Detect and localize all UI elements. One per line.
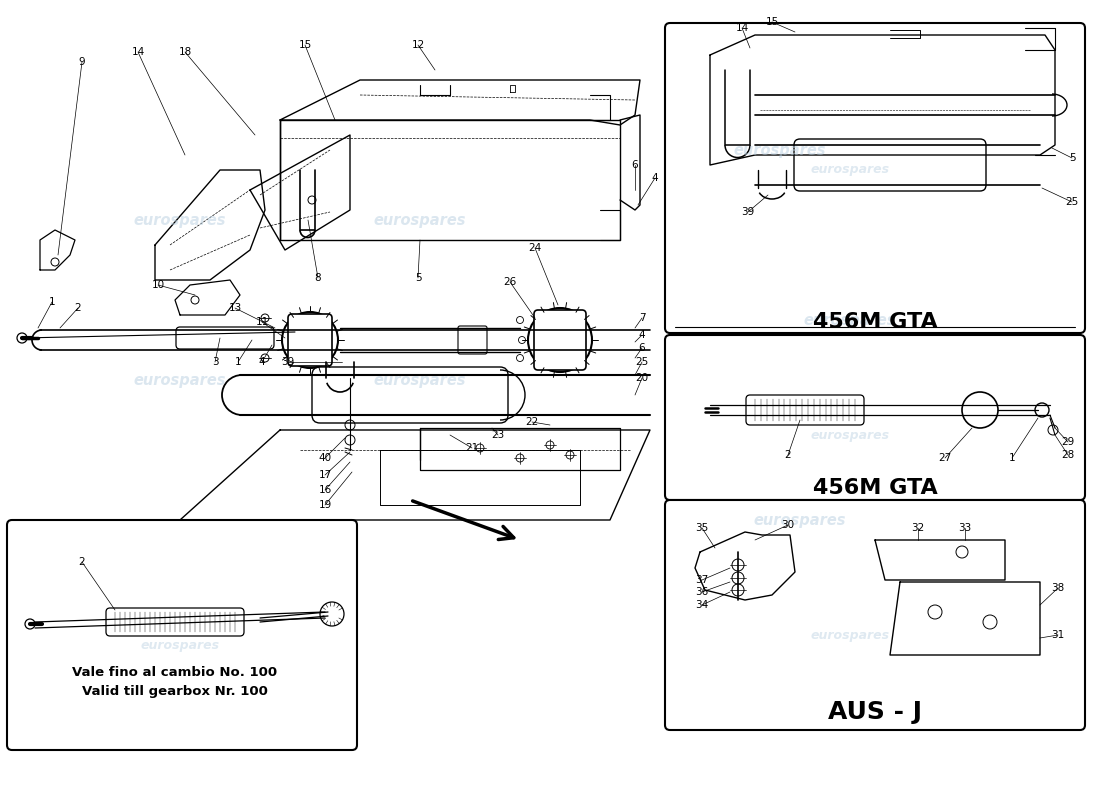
FancyBboxPatch shape [534, 310, 586, 370]
Text: 4: 4 [258, 357, 265, 367]
Text: 40: 40 [318, 453, 331, 463]
Text: 33: 33 [958, 523, 971, 533]
Text: 38: 38 [1052, 583, 1065, 593]
Text: eurospares: eurospares [374, 373, 466, 387]
Text: 19: 19 [318, 500, 331, 510]
Text: eurospares: eurospares [804, 313, 896, 327]
Text: 2: 2 [79, 557, 86, 567]
Text: eurospares: eurospares [141, 638, 220, 651]
Text: 2: 2 [784, 450, 791, 460]
Text: 18: 18 [178, 47, 191, 57]
Text: 1: 1 [234, 357, 241, 367]
Text: 4: 4 [639, 330, 646, 340]
Text: 20: 20 [636, 373, 649, 383]
Text: 14: 14 [736, 23, 749, 33]
Text: eurospares: eurospares [811, 163, 890, 177]
Text: 29: 29 [1062, 437, 1075, 447]
Text: 1: 1 [48, 297, 55, 307]
FancyBboxPatch shape [176, 327, 274, 349]
Text: 15: 15 [298, 40, 311, 50]
Text: eurospares: eurospares [134, 373, 227, 387]
Text: 5: 5 [415, 273, 421, 283]
Text: 6: 6 [631, 160, 638, 170]
FancyBboxPatch shape [794, 139, 986, 191]
Text: eurospares: eurospares [134, 213, 227, 227]
Text: eurospares: eurospares [754, 513, 846, 527]
Text: 39: 39 [282, 357, 295, 367]
Text: 26: 26 [504, 277, 517, 287]
Text: 1: 1 [1009, 453, 1015, 463]
Text: 36: 36 [695, 587, 708, 597]
FancyBboxPatch shape [666, 23, 1085, 333]
Text: 39: 39 [741, 207, 755, 217]
Text: 21: 21 [465, 443, 478, 453]
Text: eurospares: eurospares [734, 142, 826, 158]
FancyBboxPatch shape [666, 335, 1085, 500]
Text: 8: 8 [315, 273, 321, 283]
Text: 9: 9 [79, 57, 86, 67]
Text: Vale fino al cambio No. 100: Vale fino al cambio No. 100 [73, 666, 277, 678]
Text: 27: 27 [938, 453, 952, 463]
FancyBboxPatch shape [746, 395, 864, 425]
Text: 456M GTA: 456M GTA [813, 478, 937, 498]
Text: 6: 6 [639, 343, 646, 353]
Text: 11: 11 [255, 317, 268, 327]
Text: 22: 22 [526, 417, 539, 427]
Text: 17: 17 [318, 470, 331, 480]
Text: eurospares: eurospares [811, 629, 890, 642]
FancyBboxPatch shape [666, 500, 1085, 730]
Text: 4: 4 [651, 173, 658, 183]
Text: 15: 15 [766, 17, 779, 27]
FancyBboxPatch shape [106, 608, 244, 636]
Text: 3: 3 [211, 357, 218, 367]
Text: 30: 30 [781, 520, 794, 530]
Text: 2: 2 [75, 303, 81, 313]
Text: 13: 13 [229, 303, 242, 313]
Text: 456M GTA: 456M GTA [813, 312, 937, 332]
Text: 35: 35 [695, 523, 708, 533]
Text: 10: 10 [152, 280, 165, 290]
Text: 24: 24 [528, 243, 541, 253]
Text: eurospares: eurospares [811, 429, 890, 442]
Text: 34: 34 [695, 600, 708, 610]
Text: 12: 12 [411, 40, 425, 50]
Text: Valid till gearbox Nr. 100: Valid till gearbox Nr. 100 [82, 686, 268, 698]
FancyBboxPatch shape [288, 314, 332, 366]
Text: 5: 5 [1069, 153, 1076, 163]
Text: 32: 32 [912, 523, 925, 533]
Text: 7: 7 [639, 313, 646, 323]
Text: 16: 16 [318, 485, 331, 495]
Text: 14: 14 [131, 47, 144, 57]
FancyBboxPatch shape [458, 326, 487, 354]
FancyBboxPatch shape [312, 367, 508, 423]
Text: 28: 28 [1062, 450, 1075, 460]
Text: 31: 31 [1052, 630, 1065, 640]
FancyBboxPatch shape [7, 520, 358, 750]
Text: 25: 25 [1066, 197, 1079, 207]
Text: 37: 37 [695, 575, 708, 585]
Text: 23: 23 [492, 430, 505, 440]
Text: 25: 25 [636, 357, 649, 367]
Text: AUS - J: AUS - J [828, 700, 922, 724]
Text: eurospares: eurospares [374, 213, 466, 227]
